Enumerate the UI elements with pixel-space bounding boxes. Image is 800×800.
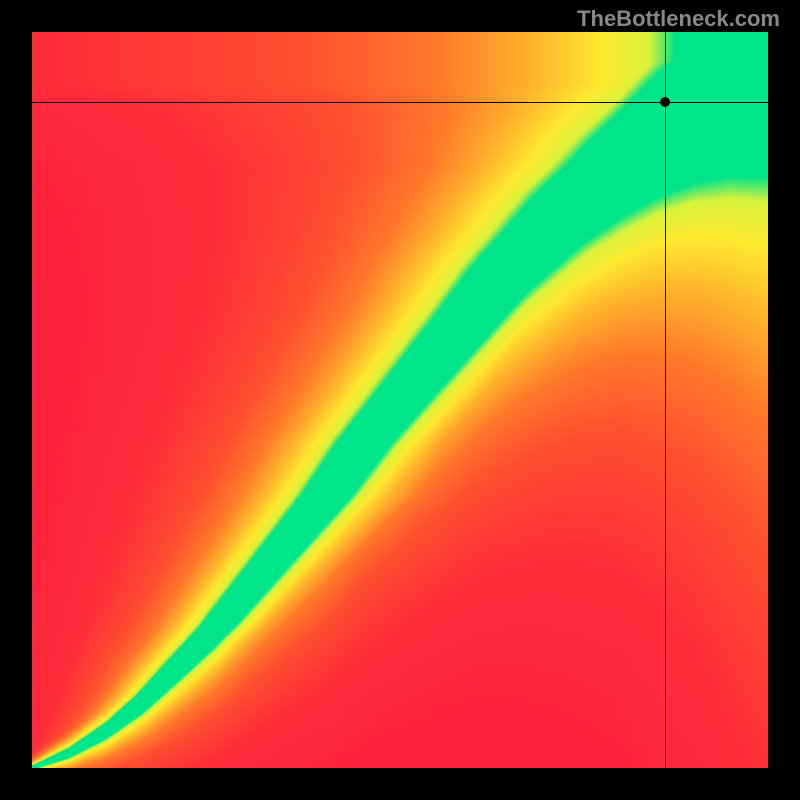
crosshair-vertical — [665, 32, 666, 768]
watermark-text: TheBottleneck.com — [577, 6, 780, 32]
crosshair-marker-dot — [660, 97, 670, 107]
bottleneck-heatmap — [32, 32, 768, 768]
plot-area — [30, 30, 770, 770]
crosshair-horizontal — [32, 102, 768, 103]
